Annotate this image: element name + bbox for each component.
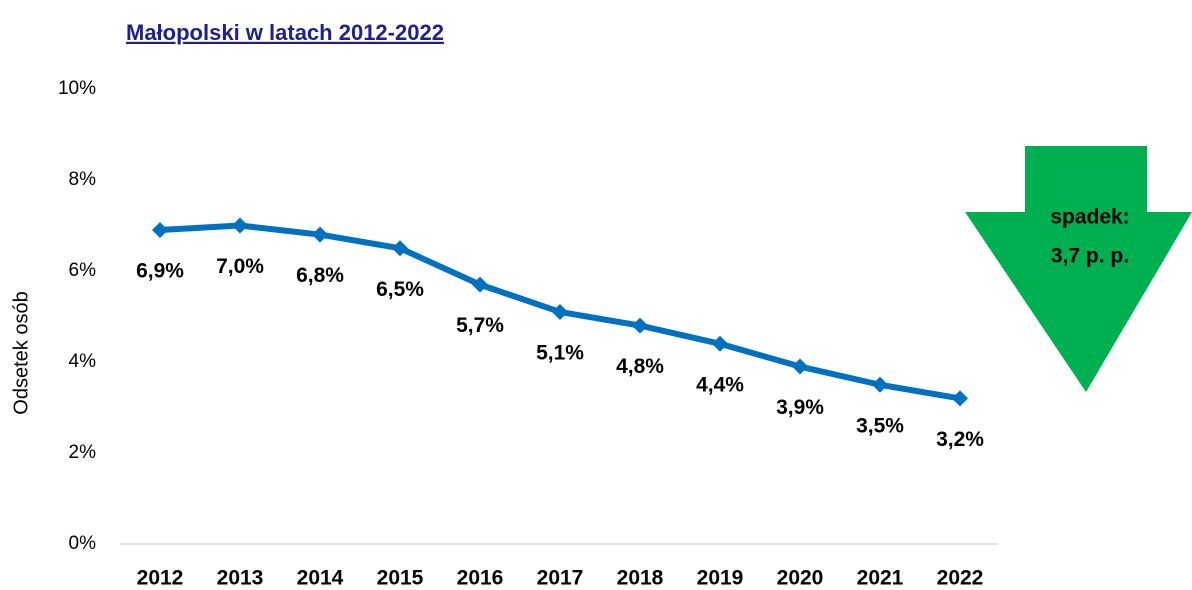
- data-label: 6,8%: [296, 264, 344, 287]
- chart-title: Małopolski w latach 2012-2022: [126, 20, 444, 45]
- data-point: [952, 390, 968, 407]
- data-label: 3,5%: [856, 414, 904, 437]
- data-point: [152, 222, 168, 239]
- x-tick-label: 2020: [777, 567, 824, 590]
- y-tick-label: 2%: [69, 442, 97, 463]
- x-tick-label: 2022: [937, 567, 984, 590]
- y-tick-label: 10%: [58, 78, 96, 99]
- x-tick-label: 2019: [697, 567, 744, 590]
- y-tick-label: 6%: [69, 260, 97, 281]
- data-point: [872, 376, 888, 393]
- data-label: 7,0%: [216, 255, 264, 278]
- data-point: [232, 217, 248, 234]
- x-tick-label: 2016: [457, 567, 504, 590]
- x-tick-label: 2017: [537, 567, 584, 590]
- y-tick-label: 4%: [69, 351, 97, 372]
- data-point: [472, 276, 488, 293]
- x-tick-label: 2021: [857, 567, 904, 590]
- x-tick-label: 2013: [217, 567, 264, 590]
- y-tick-label: 0%: [69, 533, 97, 554]
- data-point: [712, 335, 728, 352]
- data-label: 4,4%: [696, 373, 744, 396]
- data-point: [552, 303, 568, 320]
- data-label: 6,9%: [136, 260, 184, 283]
- annotation-arrow: [965, 146, 1192, 392]
- data-label: 5,7%: [456, 314, 504, 337]
- data-label: 5,1%: [536, 341, 584, 364]
- data-label: 3,9%: [776, 396, 824, 419]
- data-label: 4,8%: [616, 355, 664, 378]
- data-label: 6,5%: [376, 278, 424, 301]
- data-label: 3,2%: [936, 428, 984, 451]
- data-point: [792, 358, 808, 375]
- x-tick-label: 2012: [137, 567, 184, 590]
- data-point: [632, 317, 648, 334]
- annotation: spadek:: [1050, 206, 1129, 229]
- x-tick-label: 2018: [617, 567, 664, 590]
- data-point: [312, 226, 328, 243]
- data-point: [392, 240, 408, 257]
- x-tick-label: 2015: [377, 567, 424, 590]
- annotation: 3,7 p. p.: [1051, 245, 1129, 268]
- y-tick-label: 8%: [69, 169, 97, 190]
- x-tick-label: 2014: [297, 567, 344, 590]
- y-axis-label: Odsetek osób: [10, 291, 32, 414]
